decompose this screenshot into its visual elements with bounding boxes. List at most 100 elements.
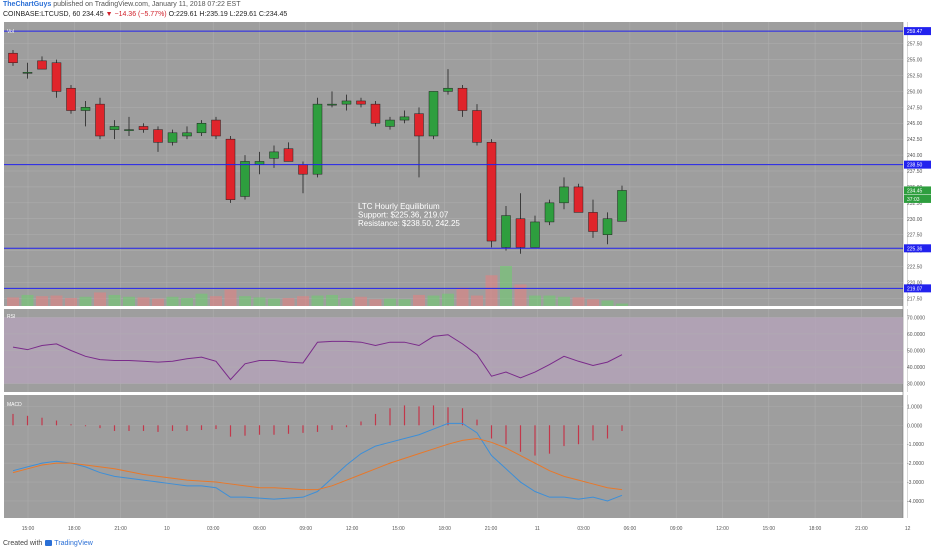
volume-bar [268,298,280,306]
candle-down [414,113,424,137]
macd-histogram-bar [157,425,159,432]
price-axis-label: 237.50 [907,169,923,175]
signal-line [12,438,623,491]
candle-up [312,103,323,175]
volume-label: Vol [7,29,14,35]
macd-histogram-bar [142,425,145,431]
candle-down [153,129,163,143]
candle-up [22,72,33,74]
candle-up [124,129,134,131]
candle-up [501,215,511,248]
macd-histogram-bar [84,425,87,427]
author-link[interactable]: TheChartGuys [3,1,52,8]
volume-bar [355,296,367,306]
macd-histogram-bar [186,425,188,431]
volume-bar [152,298,164,306]
price-axis-label: 250.00 [907,89,923,95]
symbol-info: COINBASE:LTCUSD, 60 234.45 ▼ −14.36 (−5.… [3,11,287,18]
volume-bar [369,299,382,306]
created-with-text: Created with [3,540,43,547]
candle-down [225,138,236,200]
macd-histogram-bar [374,413,377,426]
volume-bar [94,292,106,306]
volume-bar [79,296,92,306]
macd-histogram-bar [316,425,319,432]
volume-bar [311,295,324,306]
candle-up [385,119,395,127]
time-axis-label: 12:00 [346,526,359,532]
candle-down [66,87,76,111]
candle-up [182,132,192,137]
chart-annotation: LTC Hourly Equilibrium [358,202,440,211]
macd-histogram-bar [461,408,464,426]
candle-up [443,87,453,92]
price-axis-label: 255.00 [907,58,923,64]
time-axis-label: 18:00 [809,526,822,532]
time-axis-label: 18:00 [438,526,451,532]
macd-histogram-bar [302,425,304,433]
candle-down [457,87,468,111]
macd-histogram-bar [70,424,72,426]
tradingview-logo-icon [45,540,53,546]
price-axis-label: 220.00 [907,280,923,286]
level-label: 225.36 [907,246,923,252]
symbol-name: COINBASE:LTCUSD, 60 [3,11,81,18]
time-axis-label: 10 [164,526,170,532]
rsi-line [12,334,623,381]
price-axis-label: 245.00 [907,121,923,127]
macd-histogram-bar [432,405,435,426]
level-tag [904,244,931,253]
candle-down [472,110,482,143]
last-price-tag [904,186,931,195]
macd-histogram-bar [331,425,333,431]
price-axis-label: 247.50 [907,105,923,111]
candle-down [573,186,584,213]
chart-header: TheChartGuys published on TradingView.co… [0,0,932,22]
chart-canvas[interactable]: 15:00 18:00 21:00 10 03:00 06:00 09:00 12:00 15:… [0,22,932,538]
macd-histogram-bar [55,420,58,426]
volume-bar [572,297,585,306]
candle-up [80,107,91,111]
tradingview-brand[interactable]: TradingView [54,540,93,547]
macd-axis-label: 1.0000 [907,404,923,410]
candle-up [327,103,337,106]
volume-bar [340,298,353,306]
volume-bar [195,293,208,306]
countdown-label: 37:03 [907,197,920,203]
candle-down [51,62,62,92]
macd-histogram-bar [476,419,478,426]
time-axis-label: 21:00 [485,526,498,532]
macd-panel-bg [4,395,903,518]
time-axis-label: 12 [905,526,911,532]
volume-bar [326,294,338,306]
candle-down [515,218,526,248]
time-axis-label: 06:00 [624,526,637,532]
candle-down [486,142,497,242]
time-axis-label: 09:00 [670,526,683,532]
candle-up [602,218,613,235]
volume-bar [616,303,628,306]
candle-down [37,60,47,70]
candle-up [617,190,627,222]
price-change: ▼ −14.36 (−5.77%) [105,11,167,18]
candle-down [95,103,105,137]
macd-histogram-bar [229,425,232,437]
time-axis-label: 11 [535,526,540,532]
macd-axis-label: -1.0000 [907,442,924,448]
level-tag [904,27,931,36]
candle-up [399,116,410,121]
rsi-axis-label: 70.0000 [907,315,925,321]
macd-histogram-bar [113,425,116,431]
candle-down [298,164,308,175]
time-axis-label: 15:00 [392,526,405,532]
time-axis-label: 03:00 [577,526,590,532]
volume-bar [398,299,411,306]
rsi-label: RSI [7,314,15,320]
macd-histogram-bar [200,425,203,431]
volume-bar [471,295,483,306]
macd-histogram-bar [563,425,565,447]
volume-bar [297,296,309,306]
rsi-axis-label: 30.0000 [907,382,925,388]
candle-up [341,100,352,105]
volume-bar [413,294,425,306]
